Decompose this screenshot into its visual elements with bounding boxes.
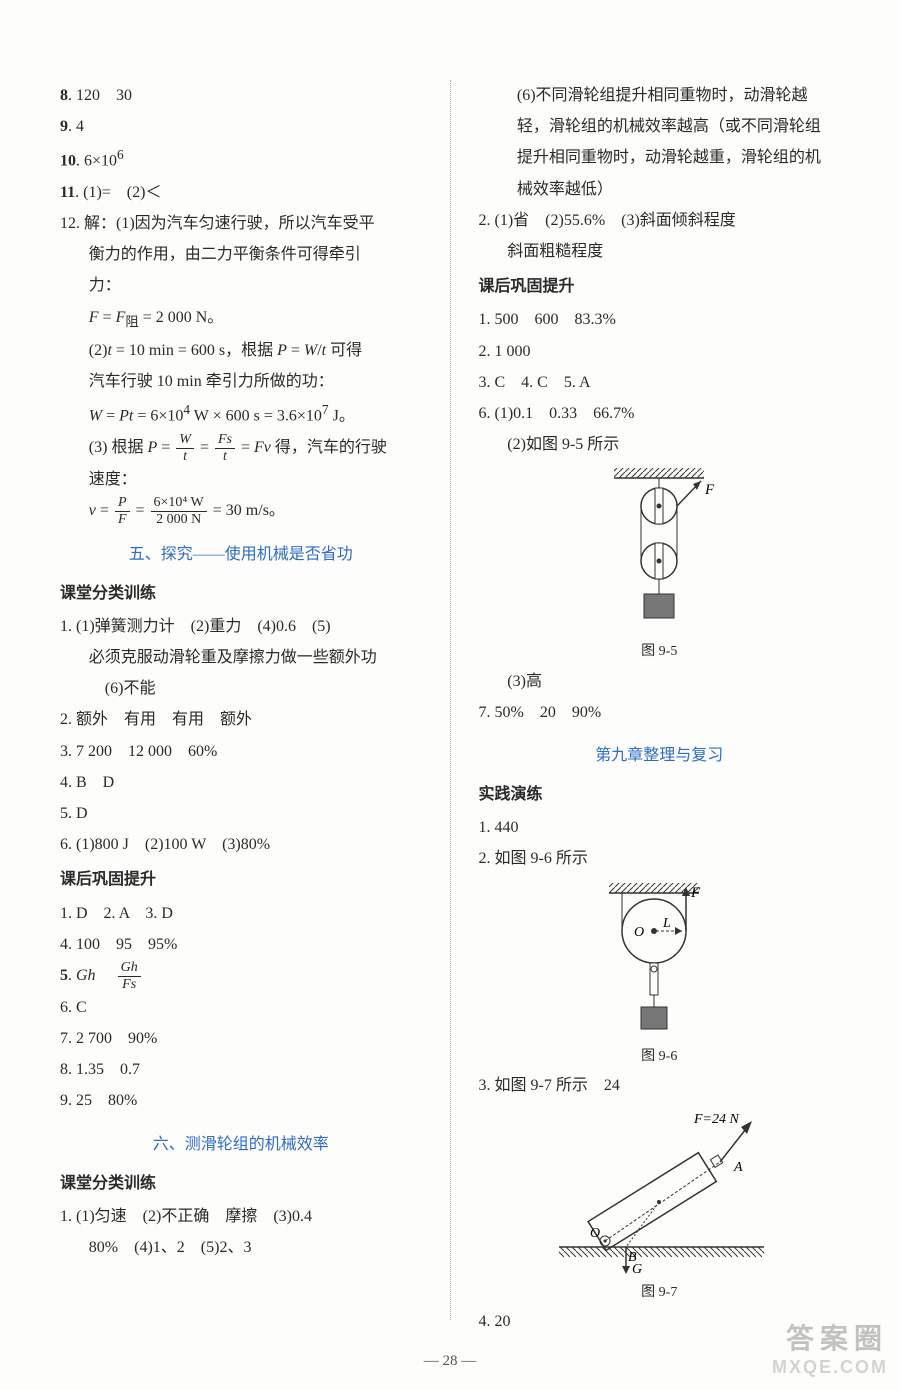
ans-12-eq2: W = Pt = 6×104 W × 600 s = 3.6×107 J。 <box>60 397 422 432</box>
p6: 6. C <box>60 992 422 1023</box>
fig95-F-label: F <box>704 482 715 498</box>
fig-9-5-caption: 图 9-5 <box>479 638 841 665</box>
p8: 8. 1.35 0.7 <box>60 1054 422 1085</box>
frac-F: F <box>115 512 130 527</box>
ans-8: 8. 120 30 <box>60 80 422 111</box>
frac-Fs: Fs <box>215 433 235 449</box>
subtitle-classroom: 课堂分类训练 <box>60 578 422 609</box>
fig97-O: O <box>590 1226 600 1241</box>
r-l3: 提升相同重物时，动滑轮越重，滑轮组的机 <box>479 142 841 173</box>
section-9-title: 第九章整理与复习 <box>479 740 841 771</box>
subtitle-homework: 课后巩固提升 <box>60 864 422 895</box>
left-column: 8. 120 30 9. 4 10. 6×106 11. (1)= (2)＜ 1… <box>60 80 422 1320</box>
s5-6: 6. (1)800 J (2)100 W (3)80% <box>60 829 422 860</box>
frac-P: P <box>115 496 130 512</box>
s5-1c: (6)不能 <box>60 673 422 704</box>
ans-12-line4: (2)t = 10 min = 600 s，根据 P = W/t 可得 <box>60 335 422 366</box>
frac-den: 2 000 N <box>151 512 207 527</box>
fig96-O: O <box>634 925 644 940</box>
section-5-title: 五、探究——使用机械是否省功 <box>60 539 422 570</box>
page-number: — 28 — <box>0 1353 900 1370</box>
ans-9: 9. 4 <box>60 111 422 142</box>
p9: 9. 25 80% <box>60 1085 422 1116</box>
subtitle-hw-r: 课后巩固提升 <box>479 271 841 302</box>
s5-5: 5. D <box>60 798 422 829</box>
r-l4: 械效率越低） <box>479 174 841 205</box>
ans-12-eq1: F = F阻 = 2 000 N。 <box>60 302 422 335</box>
frac-num: 6×10⁴ W <box>151 496 207 512</box>
s5-4: 4. B D <box>60 767 422 798</box>
frac-t: t <box>176 449 194 464</box>
p1: 1. D 2. A 3. D <box>60 898 422 929</box>
s6-1b: 80% (4)1、2 (5)2、3 <box>60 1232 422 1263</box>
section-6-title: 六、测滑轮组的机械效率 <box>60 1129 422 1160</box>
ans-11: 11. (1)= (2)＜ <box>60 177 422 208</box>
ans-12-line3: 力： <box>60 270 422 301</box>
r-l2: 轻，滑轮组的机械效率越高（或不同滑轮组 <box>479 111 841 142</box>
p5-frac-top: Gh <box>118 961 141 977</box>
sp1: 1. 440 <box>479 812 841 843</box>
subtitle-practice: 实践演练 <box>479 779 841 810</box>
r-l1: (6)不同滑轮组提升相同重物时，动滑轮越 <box>479 80 841 111</box>
figure-9-7: O B G F=24 N A <box>534 1107 784 1277</box>
ans-12-line2: 衡力的作用，由二力平衡条件可得牵引 <box>60 239 422 270</box>
columns: 8. 120 30 9. 4 10. 6×106 11. (1)= (2)＜ 1… <box>60 80 840 1320</box>
fig96-F: F <box>690 885 701 901</box>
page: 8. 120 30 9. 4 10. 6×106 11. (1)= (2)＜ 1… <box>0 0 900 1390</box>
subtitle-classroom-2: 课堂分类训练 <box>60 1168 422 1199</box>
rp2: 2. 1 000 <box>479 336 841 367</box>
s5-3: 3. 7 200 12 000 60% <box>60 736 422 767</box>
rp1: 1. 500 600 83.3% <box>479 304 841 335</box>
s6-1a: 1. (1)匀速 (2)不正确 摩擦 (3)0.4 <box>60 1201 422 1232</box>
s5-2: 2. 额外 有用 有用 额外 <box>60 704 422 735</box>
fig97-A: A <box>733 1160 743 1175</box>
sp3: 3. 如图 9-7 所示 24 <box>479 1070 841 1101</box>
rp6b: (2)如图 9-5 所示 <box>479 429 841 460</box>
p5: 5. Gh GhFs <box>60 960 422 992</box>
watermark-line2: MXQE.COM <box>772 1357 888 1378</box>
ans-12-eq3: v = PF = 6×10⁴ W2 000 N = 30 m/s。 <box>60 495 422 527</box>
p7: 7. 2 700 90% <box>60 1023 422 1054</box>
column-divider <box>450 80 451 1320</box>
s5-1a: 1. (1)弹簧测力计 (2)重力 (4)0.6 (5) <box>60 611 422 642</box>
ans-12-line6: (3) 根据 P = Wt = Fst = Fv 得，汽车的行驶 <box>60 432 422 464</box>
fig97-F: F=24 N <box>693 1112 739 1127</box>
figure-9-5: F <box>589 466 729 636</box>
r-2a: 2. (1)省 (2)55.6% (3)斜面倾斜程度 <box>479 205 841 236</box>
rp6a: 6. (1)0.1 0.33 66.7% <box>479 398 841 429</box>
rp3: 3. C 4. C 5. A <box>479 367 841 398</box>
rp7: 7. 50% 20 90% <box>479 697 841 728</box>
sp2: 2. 如图 9-6 所示 <box>479 843 841 874</box>
s5-1b: 必须克服动滑轮重及摩擦力做一些额外功 <box>60 642 422 673</box>
right-column: (6)不同滑轮组提升相同重物时，动滑轮越 轻，滑轮组的机械效率越高（或不同滑轮组… <box>479 80 841 1320</box>
watermark-line1: 答案圈 <box>772 1317 888 1357</box>
p5-frac-bot: Fs <box>118 977 141 992</box>
fig-9-7-caption: 图 9-7 <box>479 1279 841 1306</box>
ans-12-line1: 12. 解：(1)因为汽车匀速行驶，所以汽车受平 <box>60 208 422 239</box>
frac-t2: t <box>215 449 235 464</box>
rp6c: (3)高 <box>479 666 841 697</box>
figure-9-6: O L F <box>579 881 739 1041</box>
fig96-L: L <box>662 916 671 931</box>
r-2b: 斜面粗糙程度 <box>479 236 841 267</box>
frac-W: W <box>176 433 194 449</box>
ans-12-line5: 汽车行驶 10 min 牵引力所做的功： <box>60 366 422 397</box>
ans-10: 10. 6×106 <box>60 142 422 177</box>
p4: 4. 100 95 95% <box>60 929 422 960</box>
fig97-G: G <box>632 1262 642 1277</box>
ans-12-line7: 速度： <box>60 464 422 495</box>
fig-9-6-caption: 图 9-6 <box>479 1043 841 1070</box>
watermark: 答案圈 MXQE.COM <box>772 1317 888 1378</box>
p5-Gh: Gh <box>76 967 96 984</box>
